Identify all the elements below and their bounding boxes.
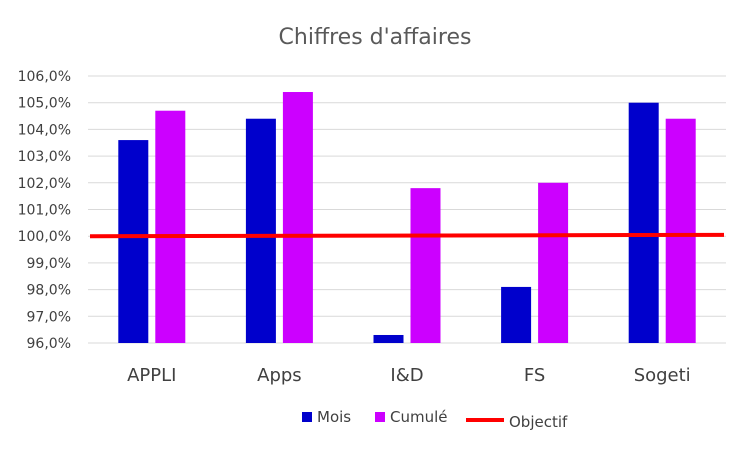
y-tick-label: 100,0% (18, 229, 71, 245)
bar-cumulé-appli (155, 110, 186, 344)
y-tick-label: 103,0% (18, 149, 71, 165)
x-tick-label: I&D (390, 365, 423, 386)
bar-cumulé-sogeti (665, 118, 696, 343)
x-axis-ticks: APPLI Apps I&D FS Sogeti (127, 365, 691, 386)
y-tick-label: 105,0% (18, 96, 71, 112)
x-tick-label: FS (524, 365, 545, 386)
objective-line-group (89, 232, 725, 239)
legend-swatch-cumulé (375, 412, 385, 422)
bar-mois-apps (245, 118, 276, 343)
x-tick-label: Sogeti (634, 365, 691, 386)
legend-label: Cumulé (390, 408, 448, 426)
legend-label: Mois (317, 408, 351, 426)
y-tick-label: 104,0% (18, 122, 71, 138)
y-tick-label: 98,0% (27, 283, 71, 299)
bar-mois-sogeti (628, 102, 659, 343)
y-tick-label: 106,0% (18, 69, 71, 85)
y-tick-label: 102,0% (18, 176, 71, 192)
legend: Mois Cumulé Objectif (302, 408, 568, 431)
y-tick-label: 96,0% (27, 336, 71, 352)
y-tick-label: 99,0% (27, 256, 71, 272)
y-tick-label: 101,0% (18, 203, 71, 219)
legend-swatch-mois (302, 412, 312, 422)
x-tick-label: APPLI (127, 365, 176, 386)
chart-title: Chiffres d'affaires (279, 25, 472, 50)
x-tick-label: Apps (257, 365, 302, 386)
bar-cumulé-apps (282, 92, 313, 344)
y-tick-label: 97,0% (27, 309, 71, 325)
bar-cumulé-fs (538, 182, 569, 343)
bar-mois-appli (118, 140, 149, 343)
bar-mois-id (373, 334, 404, 343)
bar-cumulé-id (410, 188, 441, 343)
y-axis-ticks: 96,0% 97,0% 98,0% 99,0% 100,0% 101,0% 102,0% 10… (18, 69, 71, 352)
bars (118, 92, 696, 344)
objective-line (89, 232, 725, 239)
bar-mois-fs (501, 286, 532, 343)
legend-label: Objectif (509, 413, 568, 431)
